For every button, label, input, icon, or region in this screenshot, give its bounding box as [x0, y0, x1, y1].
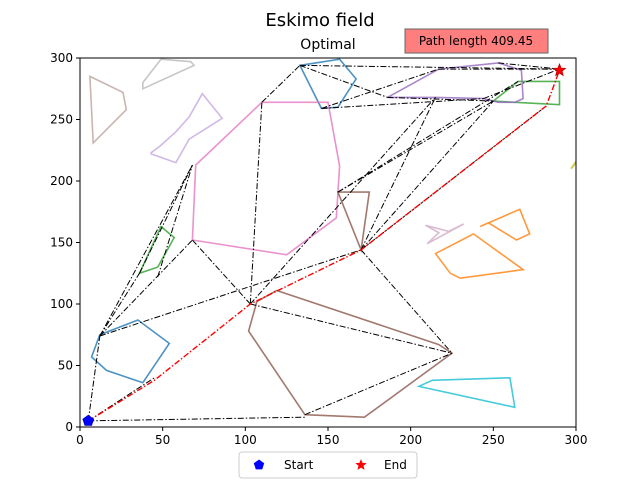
obstacle-1 [89, 75, 128, 145]
y-tick-label: 150 [50, 236, 73, 250]
obstacle-7 [491, 80, 561, 106]
obstacle-3 [150, 92, 224, 164]
obstacle-5 [191, 101, 341, 256]
visibility-edge-14 [299, 64, 388, 98]
y-tick-label: 250 [50, 113, 73, 127]
visibility-edge-20 [337, 100, 494, 193]
optimal-path-layer [87, 70, 561, 422]
y-axis: 0 50 100 150 200 250 300 [50, 51, 80, 434]
obstacle-10 [425, 223, 464, 245]
legend-box [238, 451, 418, 479]
visibility-edge-1 [87, 335, 101, 421]
x-tick-label: 50 [155, 433, 170, 447]
visibility-edge-4 [99, 272, 140, 337]
markers-layer [82, 62, 567, 426]
visibility-edge-7 [99, 239, 193, 337]
start-marker [82, 414, 95, 426]
x-axis: 0 50 100 150 200 250 300 [76, 427, 587, 447]
obstacle-9 [137, 225, 176, 275]
visibility-edge-22 [360, 100, 494, 251]
path-length-badge-box [404, 28, 549, 54]
x-tick-label: 0 [76, 433, 84, 447]
x-tick-label: 150 [317, 433, 340, 447]
chart-subtitle: Optimal [300, 37, 355, 53]
visibility-edge-16 [321, 98, 484, 109]
path-length-label: Path length 409.45 [419, 34, 533, 48]
legend-start-label: Start [284, 458, 314, 472]
obstacle-12 [434, 232, 526, 280]
x-tick-label: 100 [234, 433, 257, 447]
obstacle-4 [298, 58, 358, 110]
visibility-edge-11 [249, 102, 263, 305]
visibility-edge-29 [483, 68, 560, 100]
legend-end-label: End [384, 458, 407, 472]
obstacle-11 [479, 208, 531, 241]
x-tick-label: 200 [399, 433, 422, 447]
obstacles-layer [89, 58, 576, 419]
legend-end-marker [355, 459, 367, 470]
legend: Start End [238, 451, 418, 479]
legend-start-marker [253, 459, 265, 470]
visibility-edge-19 [337, 80, 519, 193]
obstacle-6 [336, 191, 371, 253]
visibility-edge-12 [249, 97, 436, 305]
y-tick-label: 300 [50, 51, 73, 65]
y-tick-label: 50 [58, 359, 73, 373]
visibility-edge-10 [192, 239, 251, 305]
visibility-edge-3 [88, 416, 307, 422]
obstacle-13 [90, 319, 171, 384]
path-length-badge: Path length 409.45 [404, 28, 549, 54]
obstacle-14 [247, 289, 454, 419]
x-tick-label: 250 [482, 433, 505, 447]
x-tick-label: 300 [565, 433, 588, 447]
visibility-edge-25 [304, 352, 453, 416]
visibility-edge-28 [498, 62, 560, 70]
end-marker [552, 62, 567, 77]
visibility-edge-5 [99, 164, 193, 337]
visibility-edge-21 [360, 97, 436, 251]
visibility-edge-26 [250, 303, 453, 354]
visibility-edges-layer [87, 62, 560, 422]
visibility-edge-17 [321, 68, 439, 109]
obstacle-8 [387, 62, 524, 104]
visibility-edge-15 [299, 64, 560, 70]
chart-title: Eskimo field [265, 10, 374, 31]
obstacle-15 [416, 376, 516, 409]
visibility-edge-9 [157, 164, 193, 278]
optimal-path-line [87, 70, 561, 422]
visibility-edge-8 [139, 164, 193, 274]
y-tick-label: 100 [50, 297, 73, 311]
y-tick-label: 200 [50, 174, 73, 188]
obstacle-16 [570, 160, 576, 170]
y-tick-label: 0 [65, 420, 73, 434]
visibility-edge-13 [261, 65, 301, 103]
obstacle-2 [142, 58, 196, 91]
visibility-edge-24 [360, 249, 453, 354]
